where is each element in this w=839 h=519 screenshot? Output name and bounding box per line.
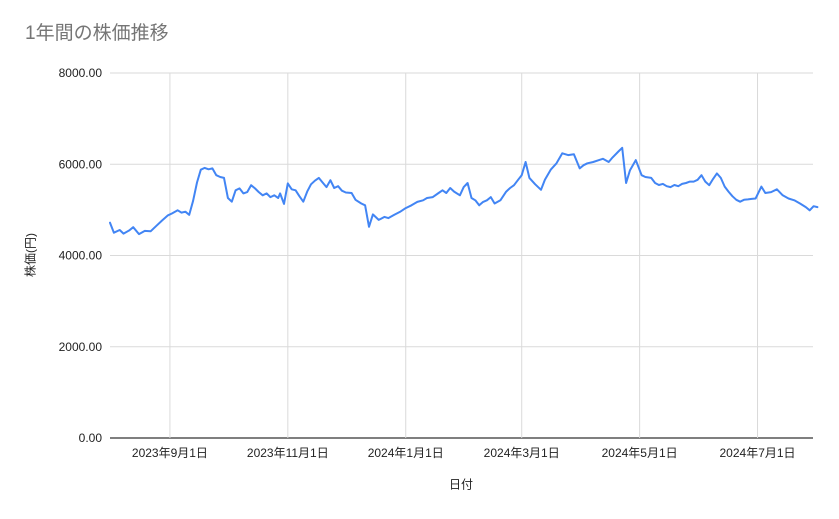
- y-axis-title: 株価(円): [23, 233, 38, 277]
- x-axis-title: 日付: [448, 477, 474, 492]
- y-axis-tick-label: 4000.00: [59, 249, 103, 263]
- y-axis-tick-label: 0.00: [79, 431, 103, 445]
- chart-title: 1年間の株価推移: [25, 23, 169, 44]
- y-axis-tick-label: 8000.00: [59, 66, 103, 80]
- x-axis-tick-label: 2024年1月1日: [368, 446, 444, 460]
- x-axis-tick-label: 2024年7月1日: [720, 446, 796, 460]
- price-series-line: [109, 146, 819, 236]
- y-axis-tick-label: 2000.00: [59, 340, 103, 354]
- y-axis-tick-label: 6000.00: [59, 157, 103, 171]
- x-axis-tick-label: 2023年9月1日: [132, 446, 208, 460]
- x-axis-tick-label: 2023年11月1日: [247, 446, 329, 460]
- x-axis-tick-label: 2024年5月1日: [602, 446, 678, 460]
- x-axis-tick-label: 2024年3月1日: [484, 446, 560, 460]
